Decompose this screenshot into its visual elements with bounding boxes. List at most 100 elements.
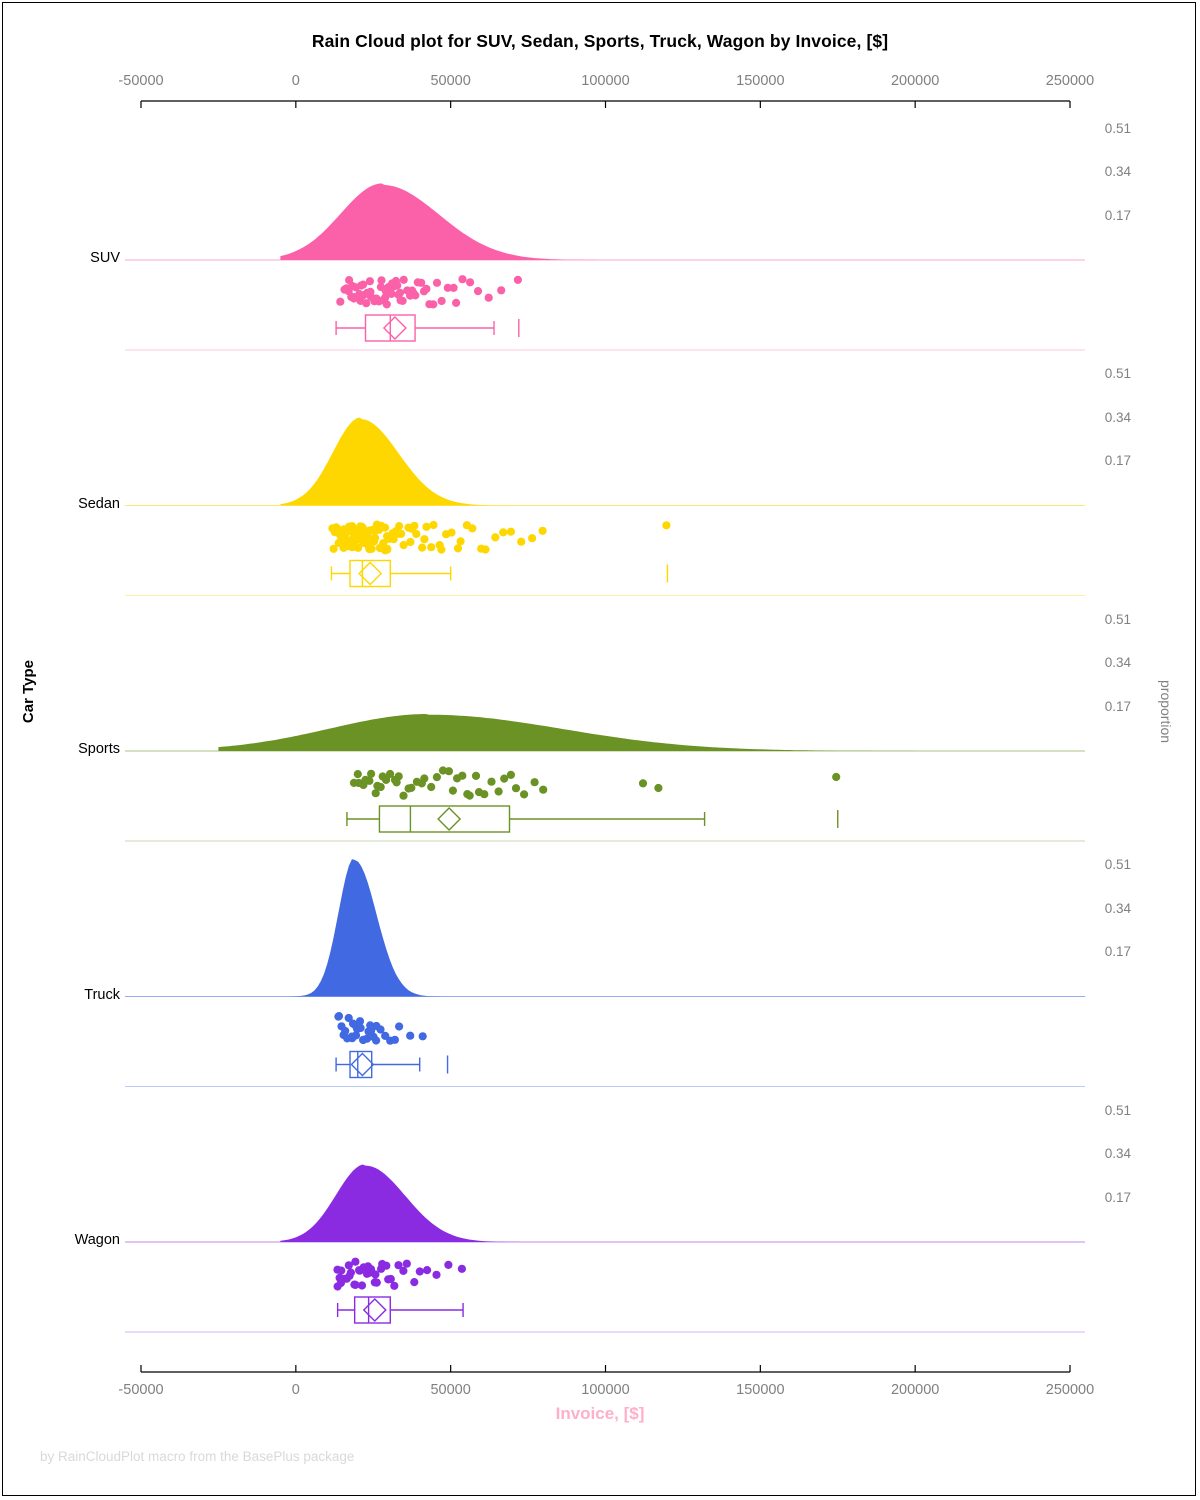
raw-point-sports-28 — [458, 771, 467, 780]
x-tick-label-bottom-0: -50000 — [118, 1382, 164, 1398]
raw-point-sports-38 — [511, 784, 521, 793]
raw-point-suv-50 — [417, 278, 426, 287]
raw-point-truck-6 — [344, 1013, 353, 1023]
panel-wagon — [125, 1164, 1102, 1333]
raw-point-suv-52 — [422, 284, 431, 293]
mean-diamond-sedan — [358, 561, 383, 586]
raw-point-sedan-84 — [437, 545, 446, 554]
raw-point-sedan-48 — [367, 544, 376, 554]
raw-point-truck-14 — [355, 1017, 365, 1026]
x-tick-label-top-1: 0 — [291, 73, 300, 89]
raw-point-sports-40 — [530, 778, 539, 787]
raw-point-sports-22 — [427, 782, 436, 792]
raw-point-suv-41 — [395, 288, 405, 297]
raw-point-sedan-97 — [528, 534, 537, 543]
raw-point-sports-25 — [444, 767, 453, 776]
raw-point-sports-1 — [353, 770, 362, 779]
raw-point-suv-59 — [452, 298, 461, 307]
x-axis-label: Invoice, [$] — [555, 1404, 645, 1423]
mean-diamond-sports — [437, 807, 462, 831]
raw-point-wagon-37 — [444, 1260, 453, 1269]
raw-point-sedan-77 — [412, 529, 421, 539]
raw-point-suv-35 — [387, 289, 396, 298]
raw-point-wagon-38 — [457, 1264, 466, 1273]
raw-point-sedan-99 — [662, 521, 671, 530]
raw-point-sports-18 — [407, 783, 416, 793]
category-label-suv: SUV — [90, 250, 120, 266]
prop-tick-label-wagon-1: 0.34 — [1104, 1146, 1131, 1162]
prop-tick-label-truck-1: 0.34 — [1104, 900, 1131, 916]
raw-point-sports-23 — [432, 773, 441, 782]
panel-sports — [125, 714, 1117, 842]
x-tick-label-bottom-5: 200000 — [890, 1382, 940, 1398]
raw-point-sedan-92 — [481, 545, 490, 554]
raw-point-suv-19 — [365, 277, 374, 286]
density-cloud-suv — [280, 183, 1102, 260]
raw-point-suv-15 — [362, 299, 371, 308]
mean-diamond-truck — [350, 1052, 375, 1077]
raw-point-sports-7 — [371, 789, 380, 798]
raw-point-wagon-31 — [399, 1266, 408, 1275]
raw-point-truck-1 — [334, 1012, 343, 1021]
box-truck — [349, 1050, 373, 1079]
raw-point-wagon-30 — [394, 1261, 403, 1270]
footer-credit: by RainCloudPlot macro from the BasePlus… — [40, 1449, 355, 1464]
category-label-truck: Truck — [84, 986, 120, 1003]
raw-point-suv-26 — [377, 276, 386, 285]
raw-point-sedan-52 — [371, 533, 380, 543]
category-label-wagon: Wagon — [74, 1232, 120, 1248]
raw-point-truck-29 — [395, 1022, 404, 1031]
box-sports — [378, 805, 511, 833]
raw-point-sedan-81 — [427, 543, 436, 552]
raw-point-truck-15 — [356, 1023, 365, 1033]
mean-diamond-suv — [382, 316, 407, 340]
raw-point-sedan-82 — [429, 520, 438, 530]
raw-point-sedan-98 — [538, 526, 547, 535]
raw-point-wagon-2 — [337, 1266, 346, 1275]
raw-point-sedan-58 — [379, 539, 388, 548]
x-tick-label-top-5: 200000 — [890, 73, 940, 89]
raw-point-sedan-32 — [354, 543, 363, 552]
raw-point-wagon-34 — [415, 1267, 424, 1276]
raw-point-suv-65 — [513, 275, 523, 284]
raw-point-truck-25 — [376, 1025, 385, 1034]
raw-point-sports-21 — [420, 774, 429, 783]
density-cloud-sedan — [280, 417, 1102, 506]
raw-point-suv-55 — [432, 278, 442, 287]
raw-point-sedan-37 — [357, 522, 366, 531]
density-cloud-truck — [289, 859, 1102, 997]
raw-point-sedan-93 — [491, 533, 500, 542]
raw-point-sedan-87 — [453, 544, 463, 553]
prop-tick-label-sports-0: 0.51 — [1104, 611, 1131, 627]
raw-point-suv-62 — [473, 287, 483, 296]
raw-point-suv-61 — [466, 278, 475, 287]
prop-tick-label-suv-2: 0.17 — [1104, 207, 1131, 223]
raw-point-sedan-88 — [456, 537, 465, 546]
raw-point-sports-39 — [520, 790, 529, 799]
raw-point-wagon-35 — [423, 1266, 432, 1275]
raw-point-sports-16 — [399, 791, 408, 800]
raw-point-wagon-28 — [386, 1274, 395, 1284]
raw-point-suv-31 — [382, 300, 391, 309]
raw-point-sedan-74 — [406, 537, 415, 547]
raw-point-wagon-11 — [351, 1280, 360, 1289]
raw-point-wagon-33 — [410, 1278, 419, 1287]
raw-point-wagon-12 — [351, 1257, 360, 1266]
raw-point-wagon-9 — [346, 1268, 355, 1277]
prop-tick-label-suv-0: 0.51 — [1104, 120, 1131, 136]
box-wagon — [353, 1296, 391, 1324]
raw-point-suv-13 — [359, 280, 368, 289]
raw-point-sedan-0 — [329, 544, 338, 553]
page-title: Rain Cloud plot for SUV, Sedan, Sports, … — [311, 31, 889, 51]
raw-point-suv-56 — [437, 296, 446, 306]
panel-truck — [125, 859, 1102, 1087]
raw-point-suv-60 — [458, 275, 467, 284]
x-tick-label-bottom-4: 150000 — [736, 1382, 785, 1398]
raw-point-sedan-79 — [420, 535, 429, 544]
raw-point-truck-30 — [406, 1031, 415, 1040]
x-tick-label-bottom-1: 0 — [291, 1382, 300, 1398]
raw-point-sedan-71 — [397, 529, 406, 538]
prop-tick-label-sedan-2: 0.17 — [1104, 453, 1131, 469]
prop-tick-label-sports-1: 0.34 — [1104, 655, 1131, 671]
category-label-sports: Sports — [78, 741, 120, 757]
